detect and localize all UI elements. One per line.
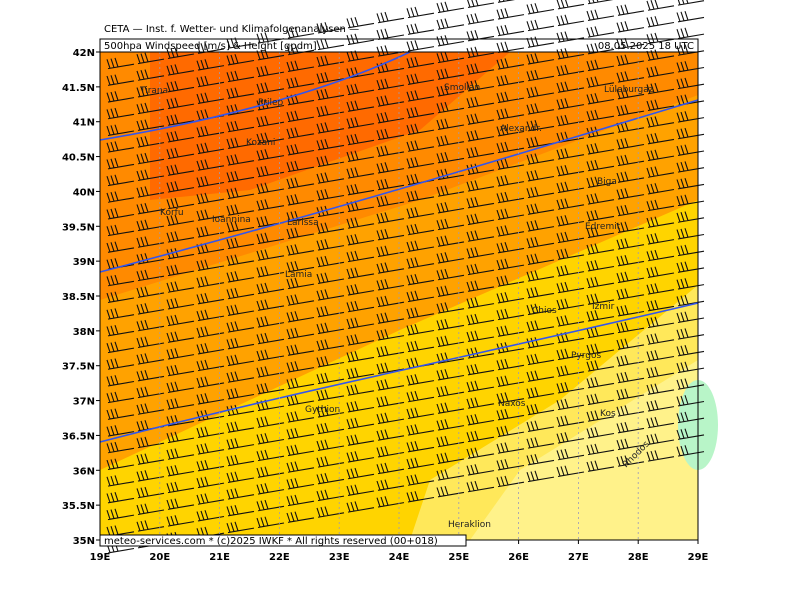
- barb-row: [106, 0, 705, 103]
- height-contour: [99, 99, 699, 273]
- barb-row: [106, 194, 705, 303]
- institute-title: CETA — Inst. f. Wetter- und Klimafolgena…: [104, 24, 359, 35]
- lat-tick-label: 37N: [73, 397, 95, 408]
- lat-tick-label: 41N: [73, 118, 95, 129]
- lat-tick-label: 35N: [73, 536, 95, 547]
- city-label: Prilep: [258, 98, 284, 108]
- city-label: Larissa: [287, 218, 319, 228]
- barb-row: [106, 0, 614, 86]
- barb-row: [106, 27, 705, 136]
- city-label: Naxos: [498, 399, 526, 409]
- city-label: Smolian: [444, 83, 480, 93]
- lat-tick-label: 42N: [73, 48, 95, 59]
- city-labels: Tirana Prilep Smolian Lüleburgaz Alexand…: [139, 83, 654, 530]
- barb-row: [106, 0, 516, 70]
- barb-row: [106, 10, 705, 120]
- barb-row: [106, 428, 705, 537]
- city-label: Ioannina: [212, 215, 251, 225]
- city-label: Pyrgos: [571, 351, 602, 361]
- barb-row: [106, 361, 705, 470]
- barb-row: [106, 395, 705, 504]
- barb-row: [106, 261, 705, 370]
- lat-tick-label: 36.5N: [62, 431, 95, 442]
- city-label: Korfu: [160, 208, 184, 218]
- height-contours: [99, 51, 699, 443]
- field-pale-yellow: [470, 360, 698, 540]
- barb-row: [106, 411, 705, 521]
- barb-row: [106, 211, 705, 320]
- barb-row: [106, 228, 705, 337]
- city-label: Heraklion: [448, 520, 491, 530]
- lat-tick-label: 38N: [73, 327, 95, 338]
- city-label: Gythion: [305, 405, 340, 415]
- lat-tick-label: 40.5N: [62, 153, 95, 164]
- city-label: Chios: [532, 306, 557, 316]
- barb-row: [106, 294, 705, 404]
- lat-tick-label: 39N: [73, 257, 95, 268]
- lon-tick-label: 24E: [389, 552, 410, 563]
- lon-tick-label: 26E: [508, 552, 529, 563]
- lat-tick-label: 35.5N: [62, 501, 95, 512]
- barb-row: [106, 344, 705, 454]
- height-contour: [99, 51, 411, 141]
- city-label: Tirana: [139, 86, 168, 96]
- valid-time: 08.05.2025 18 UTC: [598, 41, 694, 52]
- city-label: Biga: [597, 177, 617, 187]
- lon-tick-label: 23E: [329, 552, 350, 563]
- product-title: 500hpa Windspeed [m/s] & Height [gpdm]: [104, 41, 317, 52]
- lat-tick-label: 41.5N: [62, 83, 95, 94]
- city-label: Edremit: [585, 222, 621, 232]
- barb-row: [106, 94, 705, 203]
- barb-row: [106, 144, 705, 253]
- city-label: Lamia: [285, 270, 312, 280]
- footer-text: meteo-services.com * (c)2025 IWKF * All …: [104, 536, 438, 547]
- wind-field: [100, 52, 718, 540]
- lat-tick-label: 39.5N: [62, 222, 95, 233]
- lon-tick-label: 27E: [568, 552, 589, 563]
- lon-tick-label: 29E: [688, 552, 709, 563]
- barb-row: [106, 177, 705, 287]
- axes: 19E 20E 21E 22E 23E 24E 25E 26E 27E 28E 29E 35N 35.5…: [62, 48, 709, 563]
- lon-tick-label: 25E: [448, 552, 469, 563]
- city-label: Kozani: [246, 138, 275, 148]
- lon-tick-label: 28E: [628, 552, 649, 563]
- lat-tick-label: 36N: [73, 466, 95, 477]
- wind-barbs: [106, 0, 705, 554]
- barb-row: [106, 278, 705, 387]
- footer-box: [99, 534, 467, 547]
- lat-tick-label: 40N: [73, 187, 95, 198]
- city-label: Lüleburgaz: [604, 85, 654, 95]
- barb-row: [106, 111, 705, 220]
- lon-tick-label: 19E: [90, 552, 111, 563]
- barb-row: [106, 61, 705, 170]
- barb-row: [106, 77, 705, 187]
- city-label: Alexandr.: [500, 124, 542, 134]
- lon-tick-label: 20E: [149, 552, 170, 563]
- height-contour: [99, 302, 699, 443]
- city-label: Izmir: [592, 302, 615, 312]
- lon-tick-label: 22E: [269, 552, 290, 563]
- barb-row: [106, 44, 705, 153]
- lat-tick-label: 37.5N: [62, 362, 95, 373]
- lat-tick-label: 38.5N: [62, 292, 95, 303]
- barb-row: [106, 127, 705, 237]
- lon-tick-label: 21E: [209, 552, 230, 563]
- barb-row: [106, 244, 705, 354]
- barb-row: [106, 378, 705, 487]
- city-label: Kos: [600, 409, 616, 419]
